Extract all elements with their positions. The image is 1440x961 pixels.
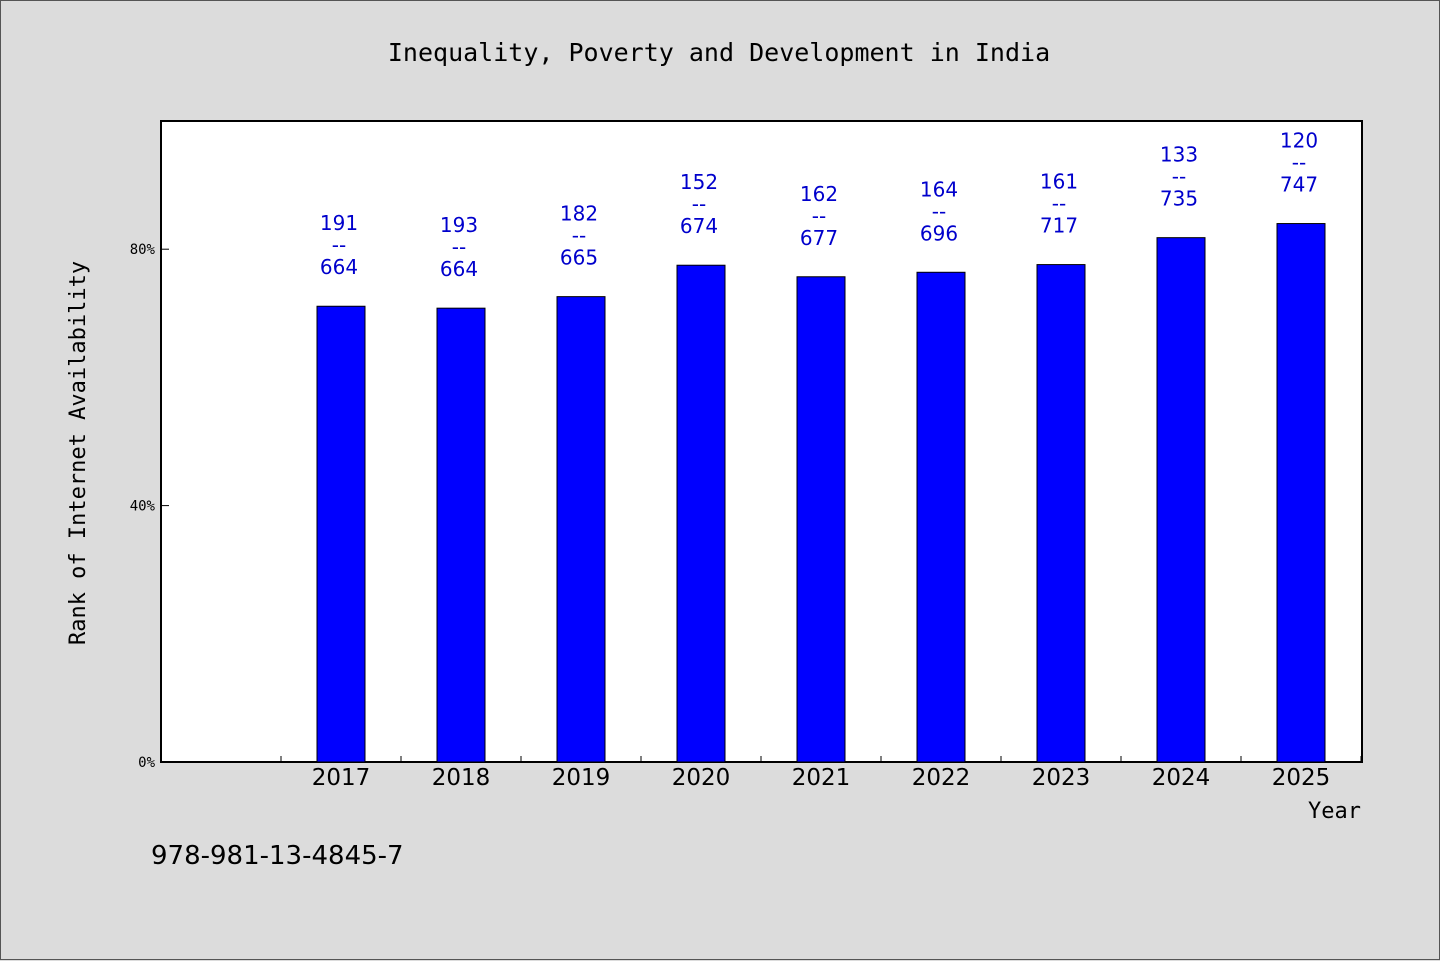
bar-2021	[796, 276, 846, 763]
data-label-2021-line2: --	[812, 204, 826, 228]
y-tick-label: 0%	[138, 755, 155, 771]
data-label-2017-line1: 191	[320, 211, 358, 235]
data-label-2024-line2: --	[1172, 165, 1186, 189]
x-tick-label: 2025	[1272, 765, 1331, 791]
bar-2019	[556, 296, 606, 763]
bar-2020	[676, 264, 726, 763]
data-label-2023-line3: 717	[1040, 214, 1078, 238]
data-label-2019-line1: 182	[560, 202, 598, 226]
data-label-2019-line3: 665	[560, 246, 598, 270]
data-label-2021-line3: 677	[800, 226, 838, 250]
x-tick-label: 2018	[432, 765, 491, 791]
bar-2022	[916, 271, 966, 763]
bar-2024	[1156, 237, 1206, 763]
isbn-text: 978-981-13-4845-7	[151, 841, 404, 871]
data-label-2023-line1: 161	[1040, 170, 1078, 194]
data-label-2018-line2: --	[452, 235, 466, 259]
bar-2025	[1276, 223, 1326, 763]
data-label-2020-line3: 674	[680, 214, 718, 238]
x-axis-title: Year	[1308, 799, 1361, 824]
data-label-2022-line3: 696	[920, 221, 958, 245]
data-label-2025-line2: --	[1292, 151, 1306, 175]
data-label-2025-line3: 747	[1280, 173, 1318, 197]
data-label-2022-line2: --	[932, 199, 946, 223]
x-tick-label: 2020	[672, 765, 731, 791]
y-tick-label: 80%	[130, 242, 156, 258]
y-axis: 0% 40% 80%	[130, 242, 169, 771]
data-label-2021-line1: 162	[800, 182, 838, 206]
bar-2018	[436, 307, 486, 763]
y-axis-title: Rank of Internet Availability	[66, 261, 91, 645]
x-tick-label: 2021	[792, 765, 851, 791]
data-label-2017-line2: --	[332, 233, 346, 257]
data-label-2019-line2: --	[572, 224, 586, 248]
bar-series	[316, 223, 1326, 763]
data-labels: 191--664193--664182--665152--674162--677…	[320, 129, 1318, 282]
data-label-2017-line3: 664	[320, 255, 358, 279]
data-label-2020-line1: 152	[680, 170, 718, 194]
data-label-2018-line1: 193	[440, 213, 478, 237]
x-tick-label: 2022	[912, 765, 971, 791]
data-label-2025-line1: 120	[1280, 129, 1318, 153]
y-tick-label: 40%	[130, 499, 156, 515]
data-label-2022-line1: 164	[920, 177, 958, 201]
bar-2017	[316, 305, 366, 763]
x-tick-label: 2023	[1032, 765, 1091, 791]
bar-2023	[1036, 264, 1086, 763]
x-tick-label: 2017	[312, 765, 371, 791]
data-label-2024-line1: 133	[1160, 143, 1198, 167]
data-label-2020-line2: --	[692, 192, 706, 216]
data-label-2024-line3: 735	[1160, 187, 1198, 211]
x-tick-label: 2024	[1152, 765, 1211, 791]
chart-title: Inequality, Poverty and Development in I…	[388, 38, 1050, 67]
x-axis: 2017 2018 2019 2020 2021 2022 2023 2024 2025	[280, 756, 1362, 791]
data-label-2018-line3: 664	[440, 257, 478, 281]
x-tick-label: 2019	[552, 765, 611, 791]
data-label-2023-line2: --	[1052, 192, 1066, 216]
